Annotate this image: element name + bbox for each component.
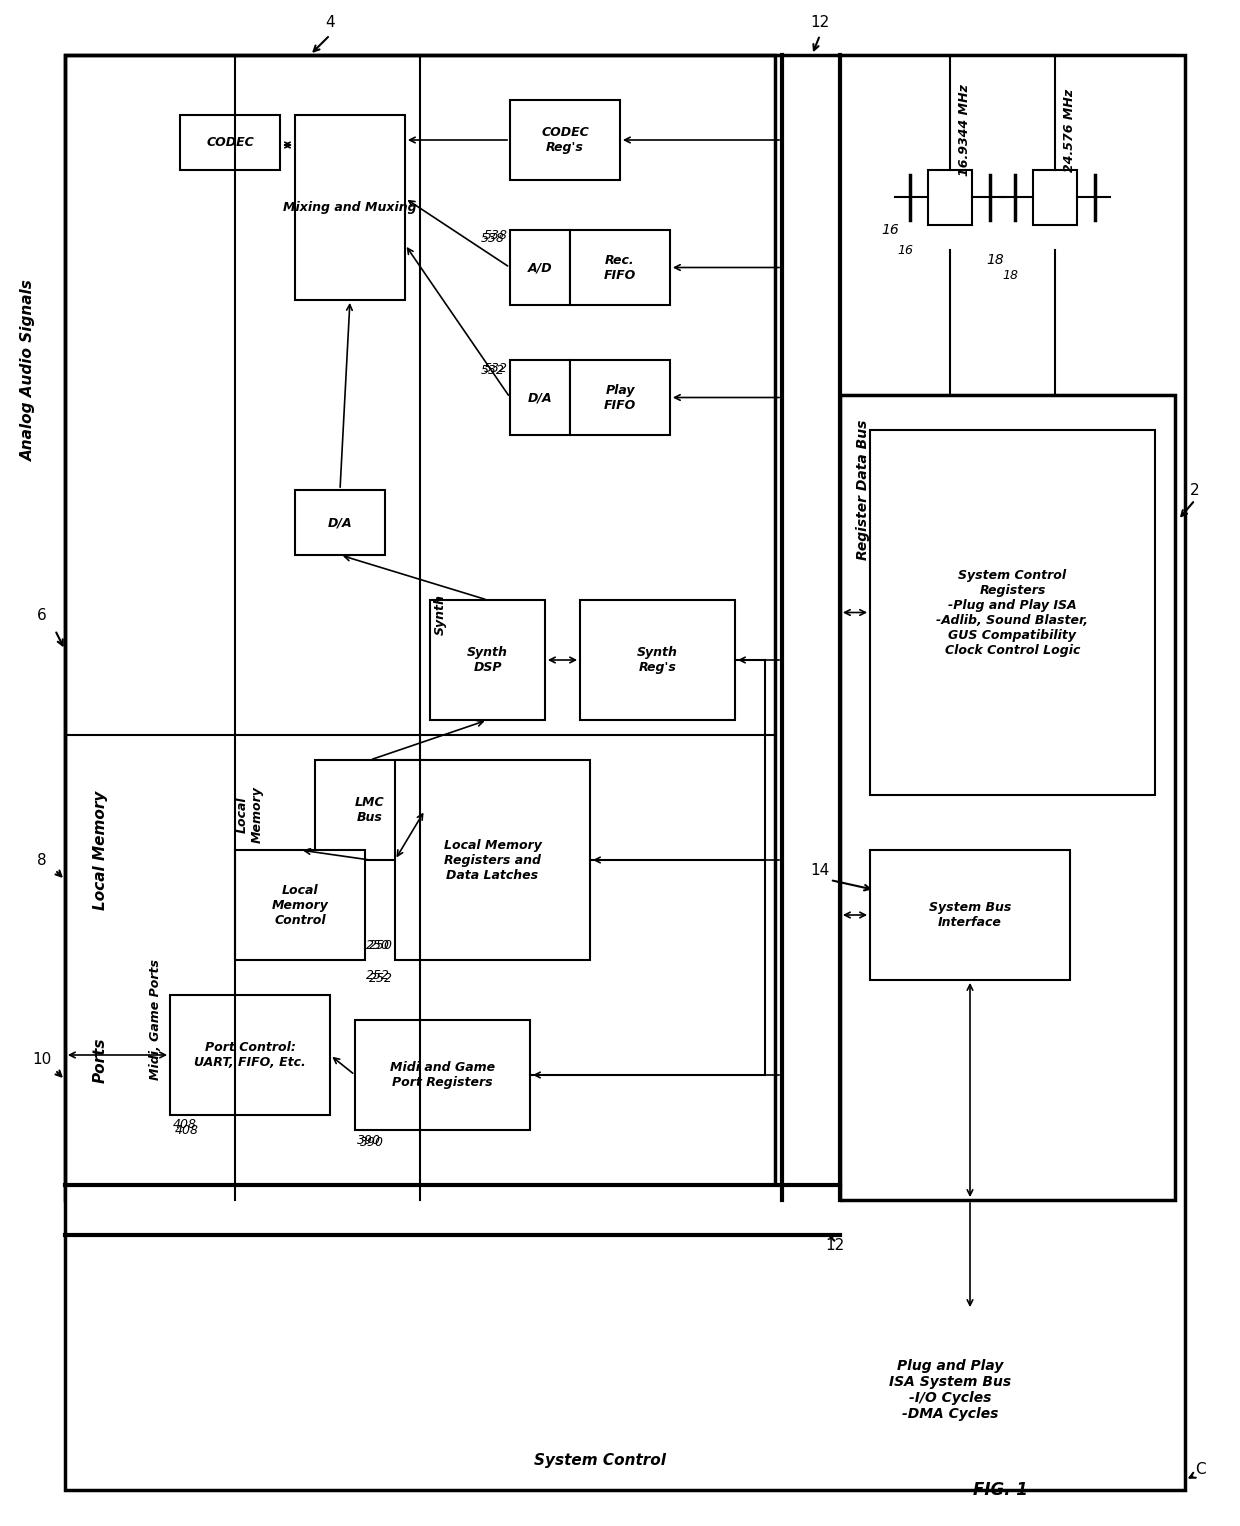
- Text: D/A: D/A: [327, 516, 352, 530]
- Bar: [396, 760, 590, 960]
- Text: Port Control:
UART, FIFO, Etc.: Port Control: UART, FIFO, Etc.: [195, 1041, 306, 1070]
- Text: 532: 532: [484, 362, 508, 374]
- Text: 8: 8: [37, 853, 47, 867]
- Text: Register Data Bus: Register Data Bus: [856, 420, 870, 560]
- Bar: [1033, 169, 1078, 224]
- Text: 10: 10: [32, 1053, 52, 1068]
- Text: C: C: [1194, 1462, 1205, 1477]
- Bar: [430, 600, 546, 720]
- Text: 252: 252: [370, 972, 393, 984]
- Text: 538: 538: [481, 232, 505, 244]
- Text: Local Memory: Local Memory: [93, 790, 108, 909]
- Text: System Bus
Interface: System Bus Interface: [929, 900, 1011, 929]
- Text: 250: 250: [366, 938, 391, 952]
- Bar: [355, 1019, 529, 1129]
- Text: System Control
Registers
-Plug and Play ISA
-Adlib, Sound Blaster,
GUS Compatibi: System Control Registers -Plug and Play …: [936, 569, 1089, 656]
- Text: Play
FIFO: Play FIFO: [604, 383, 636, 412]
- Text: Local
Memory
Control: Local Memory Control: [272, 884, 329, 926]
- Text: 252: 252: [366, 969, 391, 981]
- Text: Synth
DSP: Synth DSP: [467, 645, 508, 674]
- Text: FIG. 1: FIG. 1: [972, 1482, 1028, 1499]
- Text: A/D: A/D: [528, 261, 552, 275]
- Text: 12: 12: [811, 15, 830, 29]
- Text: 538: 538: [484, 229, 508, 241]
- Bar: [295, 114, 405, 301]
- Bar: [510, 101, 620, 180]
- Text: Midi, Game Ports: Midi, Game Ports: [149, 960, 161, 1080]
- Text: 12: 12: [826, 1238, 844, 1253]
- Text: Synth
Reg's: Synth Reg's: [637, 645, 678, 674]
- Text: 390: 390: [357, 1134, 381, 1146]
- Text: Plug and Play
ISA System Bus
-I/O Cycles
-DMA Cycles: Plug and Play ISA System Bus -I/O Cycles…: [889, 1358, 1011, 1421]
- Text: D/A: D/A: [528, 391, 552, 404]
- Text: 18: 18: [1002, 269, 1018, 281]
- Bar: [570, 360, 670, 435]
- Text: 532: 532: [481, 363, 505, 377]
- Bar: [295, 490, 384, 555]
- Text: CODEC: CODEC: [206, 136, 254, 150]
- Bar: [839, 395, 1176, 1199]
- Text: Local Memory
Registers and
Data Latches: Local Memory Registers and Data Latches: [444, 838, 542, 882]
- Text: Synth: Synth: [434, 595, 446, 635]
- Text: Midi and Game
Port Registers: Midi and Game Port Registers: [389, 1061, 495, 1090]
- Text: 6: 6: [37, 607, 47, 623]
- Text: 14: 14: [811, 862, 830, 877]
- Text: System Control: System Control: [534, 1453, 666, 1468]
- Bar: [870, 850, 1070, 980]
- Bar: [64, 55, 775, 1199]
- Text: 24.576 MHz: 24.576 MHz: [1064, 89, 1076, 171]
- Text: Analog Audio Signals: Analog Audio Signals: [21, 279, 36, 461]
- Bar: [870, 430, 1154, 795]
- Text: 16: 16: [882, 223, 899, 237]
- Bar: [236, 850, 365, 960]
- Bar: [510, 230, 570, 305]
- Bar: [64, 1186, 839, 1235]
- Text: 18: 18: [986, 253, 1004, 267]
- Text: 250: 250: [370, 938, 393, 952]
- Bar: [510, 360, 570, 435]
- Bar: [580, 600, 735, 720]
- Text: 390: 390: [360, 1135, 384, 1149]
- Bar: [570, 230, 670, 305]
- Text: Ports: Ports: [93, 1038, 108, 1083]
- Text: 408: 408: [174, 1119, 197, 1131]
- Text: Local
Memory: Local Memory: [236, 786, 264, 844]
- Text: CODEC
Reg's: CODEC Reg's: [541, 127, 589, 154]
- Text: 16.9344 MHz: 16.9344 MHz: [959, 84, 971, 175]
- Text: LMC
Bus: LMC Bus: [355, 797, 384, 824]
- Text: Mixing and Muxing: Mixing and Muxing: [283, 201, 417, 214]
- Bar: [180, 114, 280, 169]
- Text: 408: 408: [175, 1123, 198, 1137]
- Bar: [170, 995, 330, 1116]
- Bar: [315, 760, 425, 861]
- Text: 4: 4: [325, 15, 335, 29]
- Bar: [928, 169, 972, 224]
- Text: Rec.
FIFO: Rec. FIFO: [604, 253, 636, 281]
- Text: 2: 2: [1190, 482, 1200, 497]
- Text: 16: 16: [897, 244, 913, 256]
